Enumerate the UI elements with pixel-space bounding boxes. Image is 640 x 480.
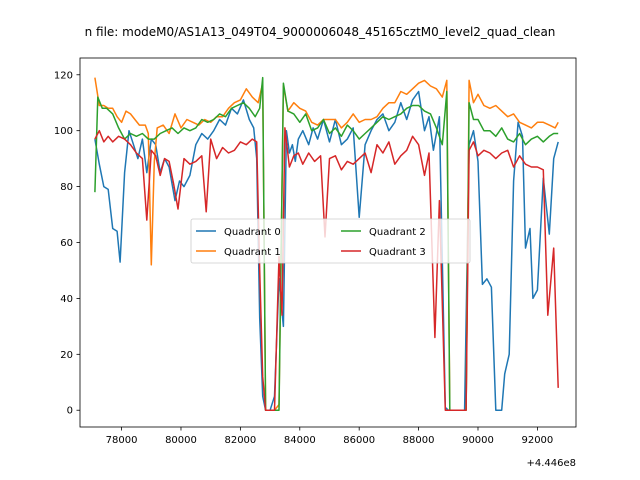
series-line-quadrant-1	[94, 77, 559, 411]
legend-label-quadrant-1: Quadrant 1	[224, 247, 281, 258]
y-tick-label: 120	[54, 70, 73, 81]
plot-area	[79, 57, 577, 428]
y-tick-label: 40	[60, 294, 73, 305]
y-tick-label: 80	[60, 182, 73, 193]
y-tick-label: 20	[60, 350, 73, 361]
x-tick-label: 80000	[165, 435, 197, 446]
y-tick-label: 100	[54, 126, 73, 137]
series-line-quadrant-2	[94, 76, 559, 411]
legend-label-quadrant-0: Quadrant 0	[224, 227, 281, 238]
x-axis-offset-label: +4.446e8	[526, 458, 576, 469]
x-tick-label: 92000	[521, 435, 553, 446]
chart-legend: Quadrant 0 Quadrant 1 Quadrant 2 Quadrant 3	[190, 218, 471, 264]
x-tick-label: 78000	[106, 435, 138, 446]
y-axis: 0 20 40 60 80 100 120	[54, 70, 80, 417]
x-tick-label: 90000	[462, 435, 494, 446]
legend-box	[190, 218, 471, 264]
x-axis: 78000 80000 82000 84000 86000 88000 90000 92000	[106, 427, 553, 446]
x-tick-label: 88000	[403, 435, 435, 446]
legend-label-quadrant-2: Quadrant 2	[369, 227, 426, 238]
y-tick-label: 60	[60, 238, 73, 249]
series-line-quadrant-3	[94, 127, 559, 411]
legend-label-quadrant-3: Quadrant 3	[369, 247, 426, 258]
y-tick-label: 0	[67, 406, 73, 417]
chart-title: n file: modeM0/AS1A13_049T04_9000006048_…	[85, 25, 556, 39]
x-tick-label: 86000	[343, 435, 375, 446]
x-tick-label: 82000	[224, 435, 256, 446]
x-tick-label: 84000	[284, 435, 316, 446]
